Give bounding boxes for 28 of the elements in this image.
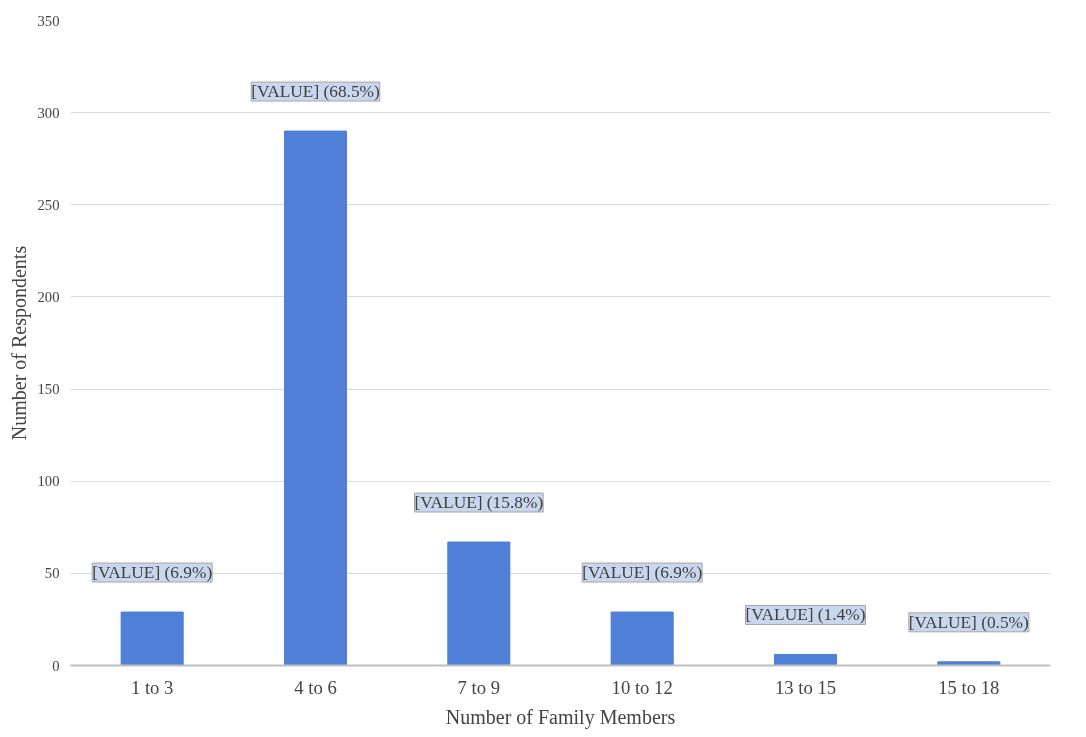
x-tick-label: 1 to 3 — [130, 676, 174, 698]
y-axis-title: Number of Respondents — [7, 245, 31, 441]
bar — [447, 541, 511, 666]
bar — [283, 130, 348, 666]
y-tick-label: 100 — [37, 473, 60, 490]
annotation: [VALUE] (6.9%) — [92, 563, 213, 583]
y-tick-label: 0 — [52, 657, 60, 674]
y-tick-label: 150 — [37, 381, 60, 398]
y-tick-label: 250 — [37, 196, 60, 213]
bar — [120, 611, 184, 666]
y-tick-label: 200 — [37, 288, 60, 305]
annotation: [VALUE] (6.9%) — [582, 563, 703, 583]
bar — [937, 661, 1001, 666]
annotation: [VALUE] (68.5%) — [251, 82, 381, 102]
x-tick-label: 15 to 18 — [938, 676, 1000, 698]
bar — [773, 653, 838, 666]
x-tick-label: 10 to 12 — [611, 676, 673, 698]
x-axis-title: Number of Family Members — [445, 705, 676, 729]
y-tick-label: 50 — [44, 565, 60, 582]
annotation: [VALUE] (15.8%) — [414, 493, 544, 513]
y-tick-label: 350 — [37, 12, 60, 29]
x-tick-label: 4 to 6 — [294, 676, 337, 698]
x-tick-label: 7 to 9 — [457, 676, 501, 698]
annotation: [VALUE] (0.5%) — [908, 612, 1030, 632]
y-tick-label: 300 — [37, 104, 60, 121]
x-tick-label: 13 to 15 — [774, 676, 837, 698]
annotation: [VALUE] (1.4%) — [745, 605, 866, 625]
bar — [610, 611, 674, 666]
